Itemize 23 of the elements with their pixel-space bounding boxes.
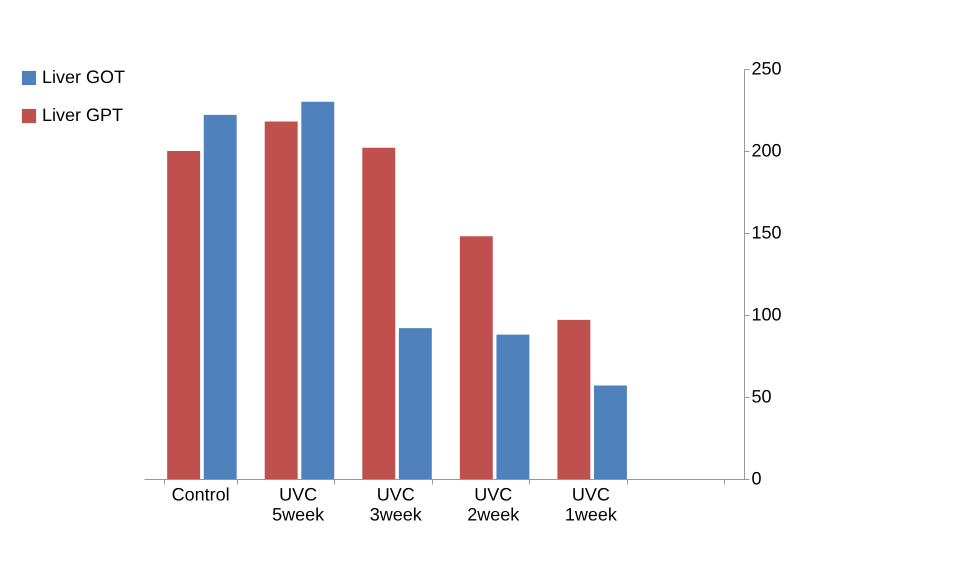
y-tick-label: 50 [752,386,772,406]
y-tick-label: 200 [752,140,782,160]
x-tick-label: UVC 5week [272,484,326,524]
x-tick-label: Control [172,484,230,504]
legend-label: Liver GOT [42,67,126,87]
x-tick-label: UVC 3week [370,484,423,524]
y-tick-label: 150 [752,222,782,242]
bar [204,114,237,479]
bar [460,236,493,479]
y-tick-label: 100 [752,304,782,324]
bar [496,334,530,479]
y-tick-label: 250 [752,58,782,78]
bar [594,386,627,479]
bar [167,151,200,479]
bar [362,148,396,479]
bar [398,328,432,479]
x-tick-label: UVC 1week [564,484,618,524]
y-tick-label: 0 [752,468,762,488]
bar [301,102,334,479]
x-tick-label: UVC 2week [467,484,520,524]
bar [557,320,590,479]
legend-label: Liver GPT [42,105,124,125]
bar [264,121,298,479]
